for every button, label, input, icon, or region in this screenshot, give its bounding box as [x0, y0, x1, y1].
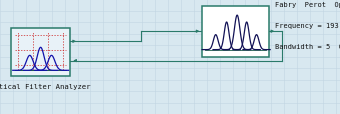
Bar — [202, 7, 269, 57]
Text: Optical Filter Analyzer: Optical Filter Analyzer — [0, 83, 91, 89]
Bar — [11, 28, 70, 76]
Text: Frequency = 193.1  THz: Frequency = 193.1 THz — [275, 23, 340, 29]
Text: Bandwidth = 5  GHz: Bandwidth = 5 GHz — [275, 43, 340, 49]
Text: Fabry  Perot  Optical Filter: Fabry Perot Optical Filter — [275, 2, 340, 8]
